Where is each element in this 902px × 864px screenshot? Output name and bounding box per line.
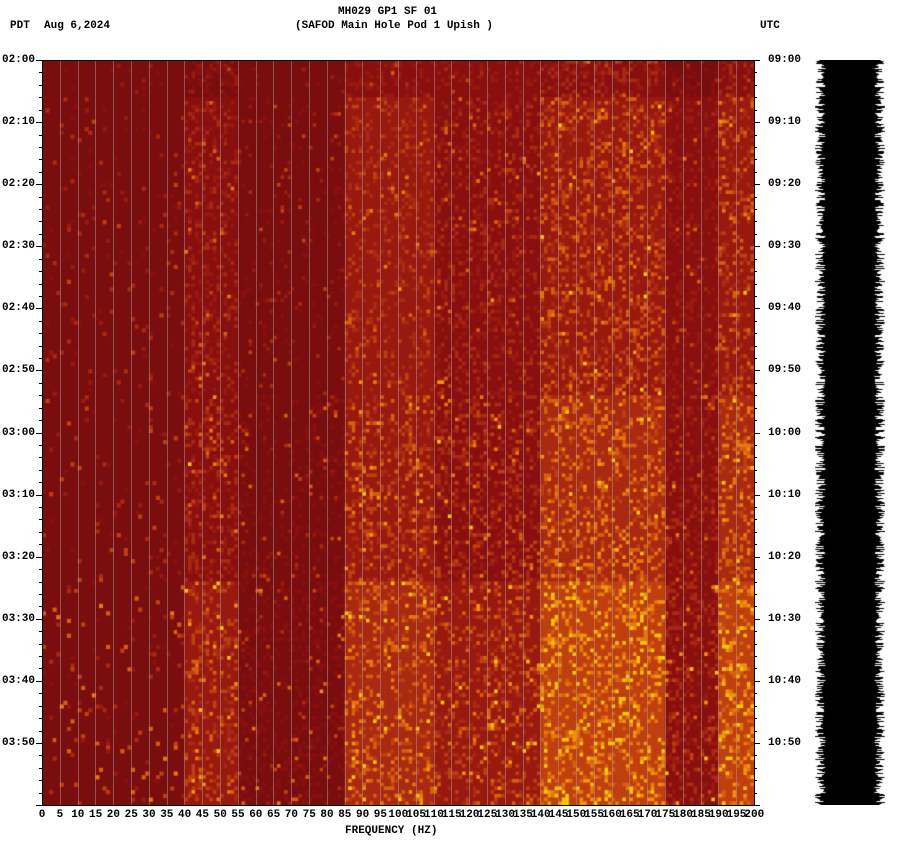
x-tick-label: 70 [285, 809, 298, 821]
x-tick-label: 35 [160, 809, 173, 821]
title-line1: MH029 GP1 SF 01 [338, 6, 437, 18]
x-tick-label: 85 [338, 809, 351, 821]
y-tick-right-label: 10:40 [768, 675, 801, 687]
y-tick-right-label: 10:50 [768, 737, 801, 749]
right-timezone: UTC [760, 20, 780, 32]
waveform-panel [815, 60, 885, 805]
x-tick-label: 25 [125, 809, 138, 821]
y-tick-left-label: 03:10 [2, 489, 35, 501]
y-tick-left-label: 02:00 [2, 54, 35, 66]
x-tick-label: 15 [89, 809, 102, 821]
x-tick-label: 95 [374, 809, 387, 821]
y-tick-right-label: 09:10 [768, 116, 801, 128]
x-tick-label: 200 [744, 809, 764, 821]
title-line2: (SAFOD Main Hole Pod 1 Upish ) [295, 20, 493, 32]
y-tick-right-label: 09:30 [768, 240, 801, 252]
spectrogram-canvas [42, 60, 754, 805]
x-tick-label: 10 [71, 809, 84, 821]
y-tick-left-label: 02:10 [2, 116, 35, 128]
header-date: Aug 6,2024 [44, 20, 110, 32]
y-tick-left-label: 03:50 [2, 737, 35, 749]
x-tick-label: 50 [214, 809, 227, 821]
y-tick-left-label: 02:30 [2, 240, 35, 252]
y-tick-left-label: 03:40 [2, 675, 35, 687]
x-tick-label: 60 [249, 809, 262, 821]
y-tick-left-label: 02:20 [2, 178, 35, 190]
x-tick-label: 90 [356, 809, 369, 821]
y-tick-right-label: 09:50 [768, 364, 801, 376]
x-tick-label: 45 [196, 809, 209, 821]
x-tick-label: 75 [303, 809, 316, 821]
x-tick-label: 5 [57, 809, 64, 821]
left-timezone: PDT [10, 20, 30, 32]
x-tick-label: 80 [320, 809, 333, 821]
x-tick-label: 65 [267, 809, 280, 821]
spectrogram-plot [42, 60, 754, 805]
y-tick-right-label: 10:30 [768, 613, 801, 625]
y-tick-left-label: 02:50 [2, 364, 35, 376]
x-tick-label: 0 [39, 809, 46, 821]
x-axis-label: FREQUENCY (HZ) [345, 825, 437, 837]
x-tick-label: 40 [178, 809, 191, 821]
y-tick-left-label: 03:20 [2, 551, 35, 563]
y-tick-right-label: 10:20 [768, 551, 801, 563]
x-tick-label: 30 [142, 809, 155, 821]
y-tick-left-label: 03:30 [2, 613, 35, 625]
x-tick-label: 55 [231, 809, 244, 821]
y-tick-right-label: 09:00 [768, 54, 801, 66]
y-tick-left-label: 02:40 [2, 302, 35, 314]
y-tick-right-label: 09:20 [768, 178, 801, 190]
y-tick-left-label: 03:00 [2, 427, 35, 439]
y-tick-right-label: 09:40 [768, 302, 801, 314]
y-tick-right-label: 10:10 [768, 489, 801, 501]
y-tick-right-label: 10:00 [768, 427, 801, 439]
x-tick-label: 20 [107, 809, 120, 821]
